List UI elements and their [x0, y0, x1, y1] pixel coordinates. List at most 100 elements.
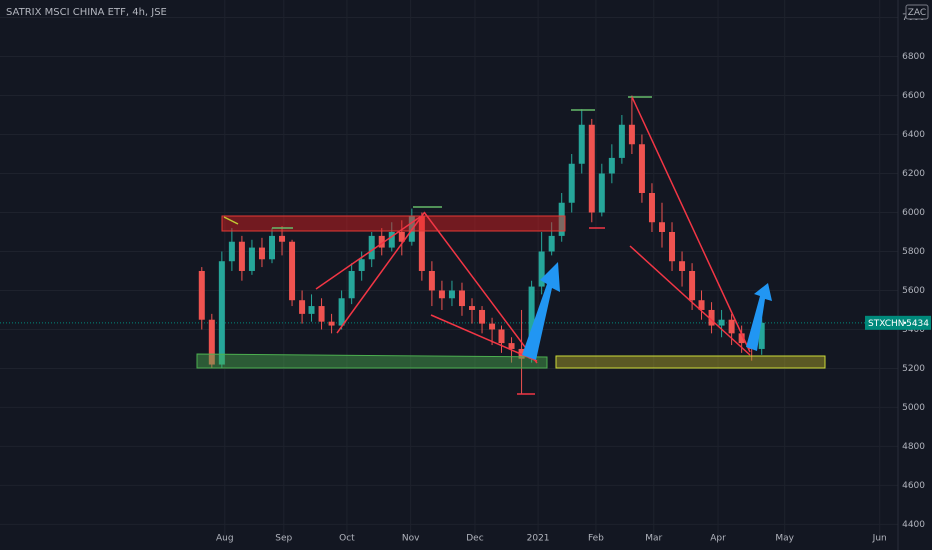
candle-body — [508, 343, 515, 349]
y-tick-label: 6400 — [902, 130, 925, 140]
price-value: 5434 — [906, 319, 929, 329]
x-tick-label: Mar — [645, 534, 662, 544]
candle-body — [308, 306, 315, 314]
support-zone — [196, 353, 548, 369]
candle-body — [228, 241, 235, 262]
y-tick-label: 4400 — [902, 520, 925, 530]
candle-body — [248, 247, 255, 271]
candle-body — [658, 222, 665, 232]
candle-body — [238, 241, 245, 271]
currency-box — [905, 4, 929, 20]
candle-body — [198, 270, 205, 320]
grid — [0, 0, 898, 540]
candle-body — [548, 235, 555, 252]
x-tick-label: Apr — [710, 534, 726, 544]
trend-line — [336, 212, 425, 334]
candle-body — [489, 323, 496, 330]
candle-body — [479, 309, 486, 324]
candle-body — [679, 261, 686, 271]
y-tick-label: 6000 — [902, 208, 925, 218]
candle-body — [299, 300, 306, 314]
candle-body — [348, 270, 355, 299]
candle-body — [279, 235, 286, 242]
separator-dot — [903, 321, 907, 325]
candle-body — [718, 319, 725, 326]
currency: ZAC — [908, 8, 926, 18]
candle-body — [738, 333, 745, 344]
candle-body — [418, 216, 425, 271]
trend-line — [430, 314, 538, 362]
candle-body — [578, 124, 585, 164]
candle-body — [528, 286, 535, 359]
trend-lines — [315, 96, 751, 395]
y-tick-label: 6200 — [902, 169, 925, 179]
x-tick-label: Sep — [275, 534, 292, 544]
candle-body — [268, 235, 275, 260]
candle-body — [458, 290, 465, 307]
candle-body — [568, 163, 575, 203]
candle-body — [428, 270, 435, 291]
candle-body — [318, 306, 325, 322]
arrow — [746, 283, 772, 351]
level-mark — [223, 216, 239, 225]
candle-body — [758, 322, 765, 349]
y-tick-label: 4800 — [902, 442, 925, 452]
candle-body — [208, 319, 215, 365]
y-tick-label: 6600 — [902, 91, 925, 101]
candle-body — [689, 270, 696, 301]
candle-body — [608, 157, 615, 174]
candle-body — [669, 231, 676, 262]
y-tick-label: 5200 — [902, 364, 925, 374]
x-tick-label: Feb — [588, 534, 604, 544]
candle-body — [708, 309, 715, 326]
x-tick-label: Dec — [466, 534, 483, 544]
candle-body — [398, 231, 405, 242]
y-tick-label: 6800 — [902, 52, 925, 62]
candle-body — [438, 290, 445, 299]
x-tick-label: Nov — [402, 534, 420, 544]
candle-body — [628, 124, 635, 145]
x-tick-label: Oct — [339, 534, 355, 544]
x-tick-label: Aug — [216, 534, 234, 544]
candle-body — [588, 124, 595, 213]
x-tick-label: Jun — [872, 534, 887, 544]
candle-body — [218, 261, 225, 365]
candle-body — [258, 247, 265, 260]
y-tick-label: 5000 — [902, 403, 925, 413]
x-tick-label: May — [775, 534, 794, 544]
y-tick-label: 5400 — [902, 325, 925, 335]
drawings — [196, 96, 826, 395]
trend-line — [423, 211, 538, 364]
candle-body — [368, 235, 375, 260]
candle-body — [698, 300, 705, 310]
candle-body — [598, 173, 605, 213]
candle-body — [328, 321, 335, 326]
y-tick-label: 5600 — [902, 286, 925, 296]
candle-body — [538, 251, 545, 287]
axes: 4400 4600 4800 5000 5200 5400 5600 5800 6000 6200… — [216, 13, 931, 544]
trend-line — [631, 96, 751, 353]
candle-body — [469, 306, 476, 310]
candle-body — [618, 124, 625, 158]
candle-body — [289, 241, 296, 301]
chart-title: SATRIX MSCI CHINA ETF, 4h, JSE — [6, 7, 167, 18]
candle-body — [498, 329, 505, 344]
candle-body — [358, 259, 365, 271]
x-tick-label: 2021 — [527, 534, 550, 544]
price-label-box — [865, 315, 931, 330]
candle-body — [338, 298, 345, 326]
arrow — [522, 262, 560, 360]
y-tick-label: 5800 — [902, 247, 925, 257]
candle-body — [378, 235, 385, 248]
candles — [198, 95, 765, 394]
candle-body — [388, 231, 395, 248]
trend-line — [315, 216, 421, 290]
y-tick-label: 4600 — [902, 481, 925, 491]
support-zone — [555, 355, 826, 369]
candle-body — [728, 319, 735, 334]
price-symbol: STXCHN — [868, 319, 905, 329]
trend-line — [629, 245, 751, 356]
candle-body — [448, 290, 455, 299]
